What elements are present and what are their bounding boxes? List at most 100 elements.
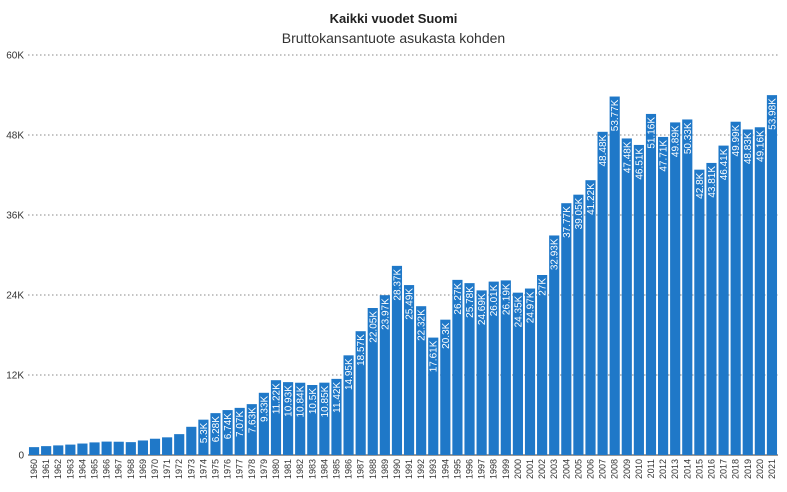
bar[interactable] bbox=[174, 434, 185, 455]
bar[interactable] bbox=[41, 446, 52, 455]
bar[interactable] bbox=[476, 290, 487, 455]
bar[interactable] bbox=[645, 113, 657, 455]
data-label: 41.22K bbox=[586, 183, 597, 215]
data-label: 6.74K bbox=[223, 413, 234, 439]
bar[interactable] bbox=[718, 145, 729, 455]
x-axis-ticks: 1960 1961 1962 1963 1964 1965 1966 1967 1968 1969… bbox=[29, 459, 777, 479]
x-tick-label: 2019 bbox=[743, 459, 753, 479]
bar[interactable] bbox=[464, 283, 475, 455]
bar[interactable] bbox=[319, 382, 330, 455]
x-tick-label: 2010 bbox=[634, 459, 644, 479]
bar[interactable] bbox=[307, 385, 318, 455]
data-label: 28.37K bbox=[392, 269, 403, 301]
bar[interactable] bbox=[77, 443, 88, 455]
bar[interactable] bbox=[222, 410, 233, 455]
bar[interactable] bbox=[549, 235, 560, 455]
x-tick-label: 1967 bbox=[114, 459, 124, 479]
bar[interactable] bbox=[137, 440, 148, 455]
x-tick-label: 1983 bbox=[307, 459, 317, 479]
bar[interactable] bbox=[210, 413, 221, 455]
bar[interactable] bbox=[670, 122, 681, 456]
data-label: 37.77K bbox=[562, 206, 573, 238]
data-label: 43.81K bbox=[707, 166, 718, 198]
x-tick-label: 1973 bbox=[186, 459, 196, 479]
bar[interactable] bbox=[331, 378, 342, 455]
bar[interactable] bbox=[125, 442, 136, 455]
data-label: 53.77K bbox=[610, 99, 621, 131]
x-tick-label: 2017 bbox=[719, 459, 729, 479]
y-tick-label: 24K bbox=[6, 291, 24, 302]
bar[interactable] bbox=[742, 129, 753, 455]
bar[interactable] bbox=[500, 280, 511, 455]
x-tick-label: 2003 bbox=[549, 459, 559, 479]
bar[interactable] bbox=[682, 119, 693, 455]
bar[interactable] bbox=[113, 441, 124, 455]
bar[interactable] bbox=[65, 444, 76, 455]
data-label: 10.84K bbox=[296, 385, 307, 417]
chart-title: Kaikki vuodet Suomi bbox=[329, 11, 458, 26]
data-label: 25.49K bbox=[405, 288, 416, 320]
bar[interactable] bbox=[524, 288, 536, 455]
x-tick-label: 1972 bbox=[174, 459, 184, 479]
bar[interactable] bbox=[28, 447, 40, 455]
bar[interactable] bbox=[633, 144, 644, 455]
bar[interactable] bbox=[283, 382, 294, 455]
bar[interactable] bbox=[343, 355, 354, 455]
bar[interactable] bbox=[270, 380, 282, 455]
data-label: 49.89K bbox=[671, 125, 682, 157]
bar[interactable] bbox=[488, 281, 499, 455]
x-tick-label: 1989 bbox=[380, 459, 390, 479]
bar[interactable] bbox=[537, 275, 548, 455]
data-label: 7.07K bbox=[235, 411, 246, 437]
bar[interactable] bbox=[246, 404, 257, 455]
bar[interactable] bbox=[149, 438, 161, 455]
chart-subtitle: Bruttokansantuote asukasta kohden bbox=[281, 30, 506, 46]
bar[interactable] bbox=[234, 407, 245, 455]
bar[interactable] bbox=[428, 337, 439, 455]
x-tick-label: 1963 bbox=[65, 459, 75, 479]
bar[interactable] bbox=[101, 441, 112, 455]
data-label: 10.85K bbox=[320, 385, 331, 417]
x-tick-label: 1964 bbox=[77, 459, 87, 479]
bar[interactable] bbox=[416, 306, 427, 455]
data-label: 20.3K bbox=[441, 322, 452, 348]
bar[interactable] bbox=[597, 131, 608, 456]
bar[interactable] bbox=[391, 265, 403, 455]
bar[interactable] bbox=[367, 308, 378, 455]
bar[interactable] bbox=[452, 279, 463, 455]
bar[interactable] bbox=[766, 95, 778, 455]
bar[interactable] bbox=[706, 162, 717, 455]
x-tick-label: 1999 bbox=[501, 459, 511, 479]
data-label: 46.41K bbox=[719, 148, 730, 180]
x-tick-label: 2015 bbox=[694, 459, 704, 479]
bar[interactable] bbox=[403, 285, 415, 455]
bar[interactable] bbox=[609, 96, 620, 456]
bar[interactable] bbox=[258, 392, 269, 455]
x-tick-label: 1992 bbox=[416, 459, 426, 479]
bar[interactable] bbox=[512, 292, 523, 455]
bar[interactable] bbox=[53, 445, 64, 455]
y-axis-ticks: 0 12K 24K 36K 48K 60K bbox=[6, 51, 24, 462]
bar[interactable] bbox=[658, 136, 669, 455]
data-label: 24.35K bbox=[513, 295, 524, 327]
x-tick-label: 1982 bbox=[295, 459, 305, 479]
x-tick-label: 1979 bbox=[259, 459, 269, 479]
data-label: 6.28K bbox=[211, 416, 222, 442]
bar[interactable] bbox=[585, 180, 596, 455]
bar[interactable] bbox=[162, 437, 173, 455]
bar[interactable] bbox=[573, 194, 584, 455]
bar[interactable] bbox=[379, 295, 390, 455]
bar[interactable] bbox=[730, 121, 741, 455]
bar[interactable] bbox=[561, 203, 572, 455]
x-tick-label: 1968 bbox=[126, 459, 136, 479]
bar[interactable] bbox=[355, 331, 366, 455]
bar[interactable] bbox=[694, 169, 705, 455]
bar[interactable] bbox=[186, 426, 197, 455]
bar[interactable] bbox=[621, 138, 632, 455]
bar[interactable] bbox=[295, 382, 306, 455]
bar[interactable] bbox=[89, 442, 100, 455]
bar[interactable] bbox=[754, 127, 765, 456]
bar[interactable] bbox=[198, 419, 209, 455]
bar[interactable] bbox=[440, 319, 451, 455]
data-label: 47.71K bbox=[659, 140, 670, 172]
